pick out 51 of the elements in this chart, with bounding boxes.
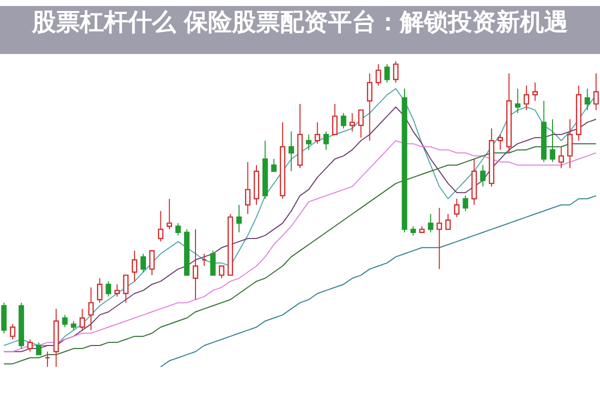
candlestick (306, 134, 312, 150)
candlestick (218, 265, 224, 279)
candlestick (366, 72, 372, 142)
candlestick (88, 286, 94, 331)
candlestick (123, 274, 129, 304)
candlestick (514, 88, 520, 114)
candlestick (323, 130, 329, 150)
candlestick (480, 164, 486, 188)
candlestick (584, 88, 590, 111)
candlestick (192, 228, 198, 300)
candlestick (245, 162, 250, 215)
candlestick (340, 112, 346, 129)
candlestick (271, 158, 277, 172)
chart-title: 股票杠杆什么 保险股票配资平台：解锁投资新机遇 (0, 6, 600, 54)
candlestick (27, 338, 33, 352)
candlestick (10, 324, 16, 340)
candlestick (350, 112, 355, 132)
candlestick (393, 60, 399, 84)
candlestick (436, 207, 442, 270)
candlestick (384, 64, 390, 84)
candlestick (558, 146, 564, 169)
candlestick (288, 130, 294, 172)
candlestick (376, 64, 382, 86)
candlestick (524, 85, 530, 111)
candlestick (36, 342, 42, 356)
candlestick (358, 109, 364, 138)
candlestick (236, 204, 242, 233)
candlestick (332, 103, 338, 136)
candlestick (445, 214, 451, 230)
candlestick (149, 250, 155, 276)
candlestick (96, 278, 102, 304)
candlestick (114, 284, 120, 298)
candlestick (80, 308, 86, 331)
candlestick (454, 198, 460, 218)
candlestick (428, 214, 434, 233)
candlestick (62, 314, 68, 328)
candlestick (567, 118, 573, 169)
candlestick (175, 222, 181, 236)
candlestick (462, 195, 468, 212)
candlestick (132, 250, 138, 282)
candlestick (166, 198, 172, 230)
candlestick (498, 134, 504, 150)
candlestick (314, 122, 320, 144)
candlestick (550, 118, 556, 163)
candlestick (158, 210, 164, 242)
candlestick (210, 250, 216, 276)
candlestick (532, 82, 538, 102)
candlestick (140, 253, 146, 273)
candlestick (70, 320, 76, 331)
candlestick (410, 226, 416, 236)
candlestick (106, 280, 112, 298)
